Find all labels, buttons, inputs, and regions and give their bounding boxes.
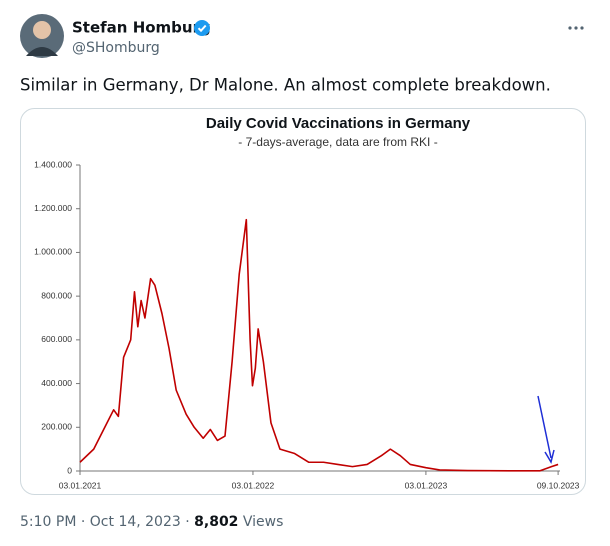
data-line: [79, 218, 559, 472]
chart-title: Daily Covid Vaccinations in Germany: [206, 115, 471, 132]
annotation-arrow: [537, 395, 555, 464]
avatar-body: [26, 47, 58, 56]
separator: ·: [185, 514, 189, 530]
avatar-face: [33, 21, 51, 39]
y-tick-label: 1.200.000: [34, 203, 72, 213]
verified-badge: [194, 20, 210, 36]
chart: Daily Covid Vaccinations in Germany - 7-…: [34, 115, 579, 490]
author-name[interactable]: Stefan Homburg: [72, 19, 211, 37]
date: Oct 14, 2023: [90, 514, 181, 530]
y-tick-label: 0: [67, 465, 72, 475]
x-tick-label: 09.10.2023: [537, 480, 580, 490]
x-tick-label: 03.01.2023: [405, 480, 448, 490]
x-tick-label: 03.01.2021: [59, 480, 102, 490]
y-tick-label: 1.000.000: [34, 247, 72, 257]
y-tick-label: 800.000: [41, 290, 72, 300]
author-handle[interactable]: @SHomburg: [72, 40, 160, 56]
more-button[interactable]: [568, 26, 584, 30]
timestamp[interactable]: 5:10 PM · Oct 14, 2023 · 8,802 Views: [20, 514, 283, 530]
x-tick-label: 03.01.2022: [232, 480, 275, 490]
media-card[interactable]: [20, 108, 586, 495]
y-tick-label: 200.000: [41, 422, 72, 432]
y-tick-label: 600.000: [41, 334, 72, 344]
time: 5:10 PM: [20, 514, 76, 530]
views-count: 8,802: [194, 514, 238, 530]
separator: ·: [81, 514, 85, 530]
y-tick-label: 400.000: [41, 378, 72, 388]
tweet-text: Similar in Germany, Dr Malone. An almost…: [20, 76, 551, 95]
y-tick-label: 1.400.000: [34, 159, 72, 169]
views-label: Views: [243, 514, 284, 530]
chart-subtitle: - 7-days-average, data are from RKI -: [238, 135, 437, 149]
